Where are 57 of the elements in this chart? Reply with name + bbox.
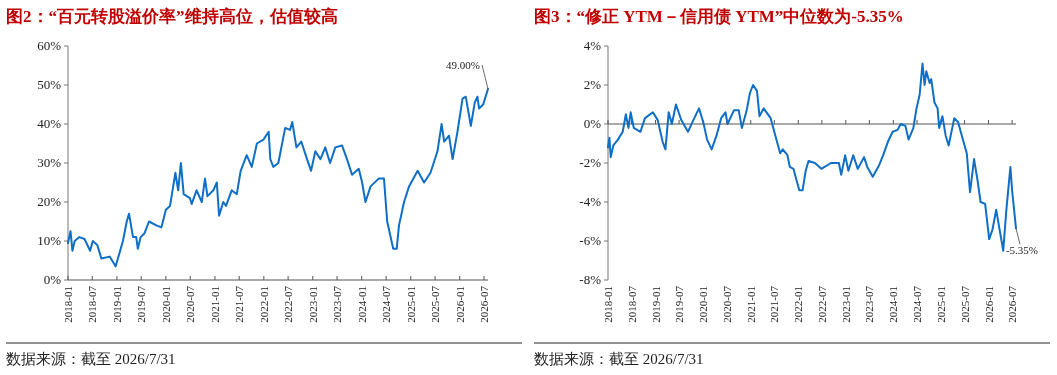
x-tick-label: 2024-07	[380, 285, 393, 323]
y-tick-label: 50%	[37, 77, 62, 92]
x-tick-label: 2022-01	[792, 286, 805, 323]
x-tick-label: 2018-01	[62, 286, 74, 323]
x-tick-label: 2022-01	[257, 286, 270, 323]
x-tick-label: 2020-01	[697, 286, 710, 323]
x-tick-label: 2025-07	[958, 285, 971, 323]
x-tick-label: 2020-07	[720, 285, 733, 323]
y-tick-label: -6%	[579, 233, 602, 248]
x-tick-label: 2024-07	[911, 285, 924, 323]
source-note: 数据来源：截至 2026/7/31	[6, 351, 176, 367]
x-tick-label: 2020-01	[159, 286, 172, 323]
line-series	[67, 87, 489, 268]
y-tick-label: 2%	[583, 77, 602, 92]
y-tick-label: 60%	[37, 38, 62, 53]
y-tick-label: 40%	[37, 116, 62, 131]
x-tick-label: 2019-01	[649, 286, 662, 323]
x-tick-label: 2021-01	[208, 286, 221, 323]
annotation: 49.00%	[446, 58, 480, 71]
x-tick-label: 2025-07	[429, 285, 442, 323]
chart-title: 图3：“修正 YTM－信用债 YTM”中位数为-5.35%	[534, 7, 904, 26]
y-tick-label: 0%	[43, 272, 62, 287]
x-tick-label: 2026-07	[477, 285, 490, 323]
x-tick-label: 2020-07	[184, 285, 197, 323]
x-tick-label: 2024-01	[355, 286, 368, 323]
x-tick-label: 2026-07	[1006, 285, 1019, 323]
y-tick-label: 10%	[37, 233, 62, 248]
x-tick-label: 2026-01	[453, 286, 466, 323]
y-tick-label: -8%	[579, 272, 602, 287]
y-tick-label: 30%	[37, 155, 62, 170]
y-tick-label: -4%	[579, 194, 602, 209]
x-tick-label: 2025-01	[934, 286, 947, 323]
x-tick-label: 2018-01	[602, 286, 614, 323]
x-tick-label: 2019-07	[673, 285, 686, 323]
x-tick-label: 2018-07	[625, 285, 638, 323]
x-tick-label: 2021-07	[233, 285, 246, 323]
x-tick-label: 2023-07	[863, 285, 876, 323]
x-tick-label: 2022-07	[815, 285, 828, 323]
y-tick-label: 20%	[37, 194, 62, 209]
y-tick-label: 4%	[583, 38, 602, 53]
x-tick-label: 2026-01	[982, 286, 995, 323]
chart-title: 图2：“百元转股溢价率”维持高位，估值较高	[6, 7, 338, 26]
x-tick-label: 2021-01	[744, 286, 757, 323]
x-tick-label: 2024-01	[887, 286, 900, 323]
annotation: -5.35%	[1005, 244, 1039, 257]
y-tick-label: 0%	[583, 116, 602, 131]
x-tick-label: 2023-07	[331, 285, 344, 323]
x-tick-label: 2023-01	[306, 286, 319, 323]
x-tick-label: 2019-01	[110, 286, 123, 323]
x-tick-label: 2019-07	[135, 285, 148, 323]
y-tick-label: -2%	[579, 155, 602, 170]
source-note: 数据来源：截至 2026/7/31	[534, 351, 704, 367]
x-tick-label: 2022-07	[282, 285, 295, 323]
x-tick-label: 2023-01	[839, 286, 852, 323]
x-tick-label: 2025-01	[404, 286, 417, 323]
x-tick-label: 2021-07	[768, 285, 781, 323]
x-tick-label: 2018-07	[86, 285, 99, 323]
